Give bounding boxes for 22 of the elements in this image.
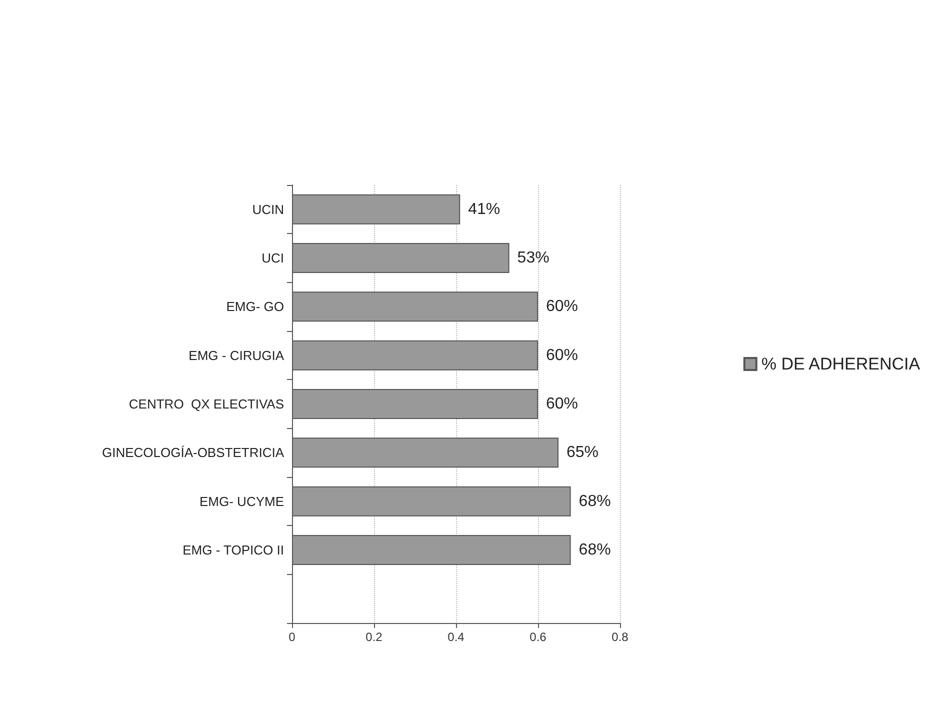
x-tick-label: 0.6 [530,630,547,644]
y-tick-label: EMG - CIRUGIA [188,348,284,363]
data-label: 65% [566,444,599,462]
data-label: 60% [546,396,578,412]
x-tick-label: 0.2 [366,630,383,644]
y-tick-label: EMG - TOPICO II [182,542,284,558]
legend-label: % DE ADHERENCIA [761,354,921,374]
data-label: 53% [517,250,550,266]
y-tick-label: UCIN [252,202,284,217]
y-tick-label: GINECOLOGÍA-OBSTETRICIA [102,445,284,460]
y-tick-label: UCI [262,250,284,266]
x-tick-label: 0.8 [612,630,629,644]
data-label: 60% [546,346,578,364]
data-label: 68% [578,542,611,558]
x-tick-label: 0 [288,630,296,644]
data-label: 60% [546,298,578,316]
x-tick-label: 0.4 [448,630,465,644]
data-label: 41% [468,200,500,218]
y-tick-label: EMG- GO [226,299,284,314]
y-tick-label: CENTRO QX ELECTIVAS [128,396,284,412]
data-label: 68% [578,492,611,510]
y-tick-label: EMG- UCYME [200,494,284,509]
